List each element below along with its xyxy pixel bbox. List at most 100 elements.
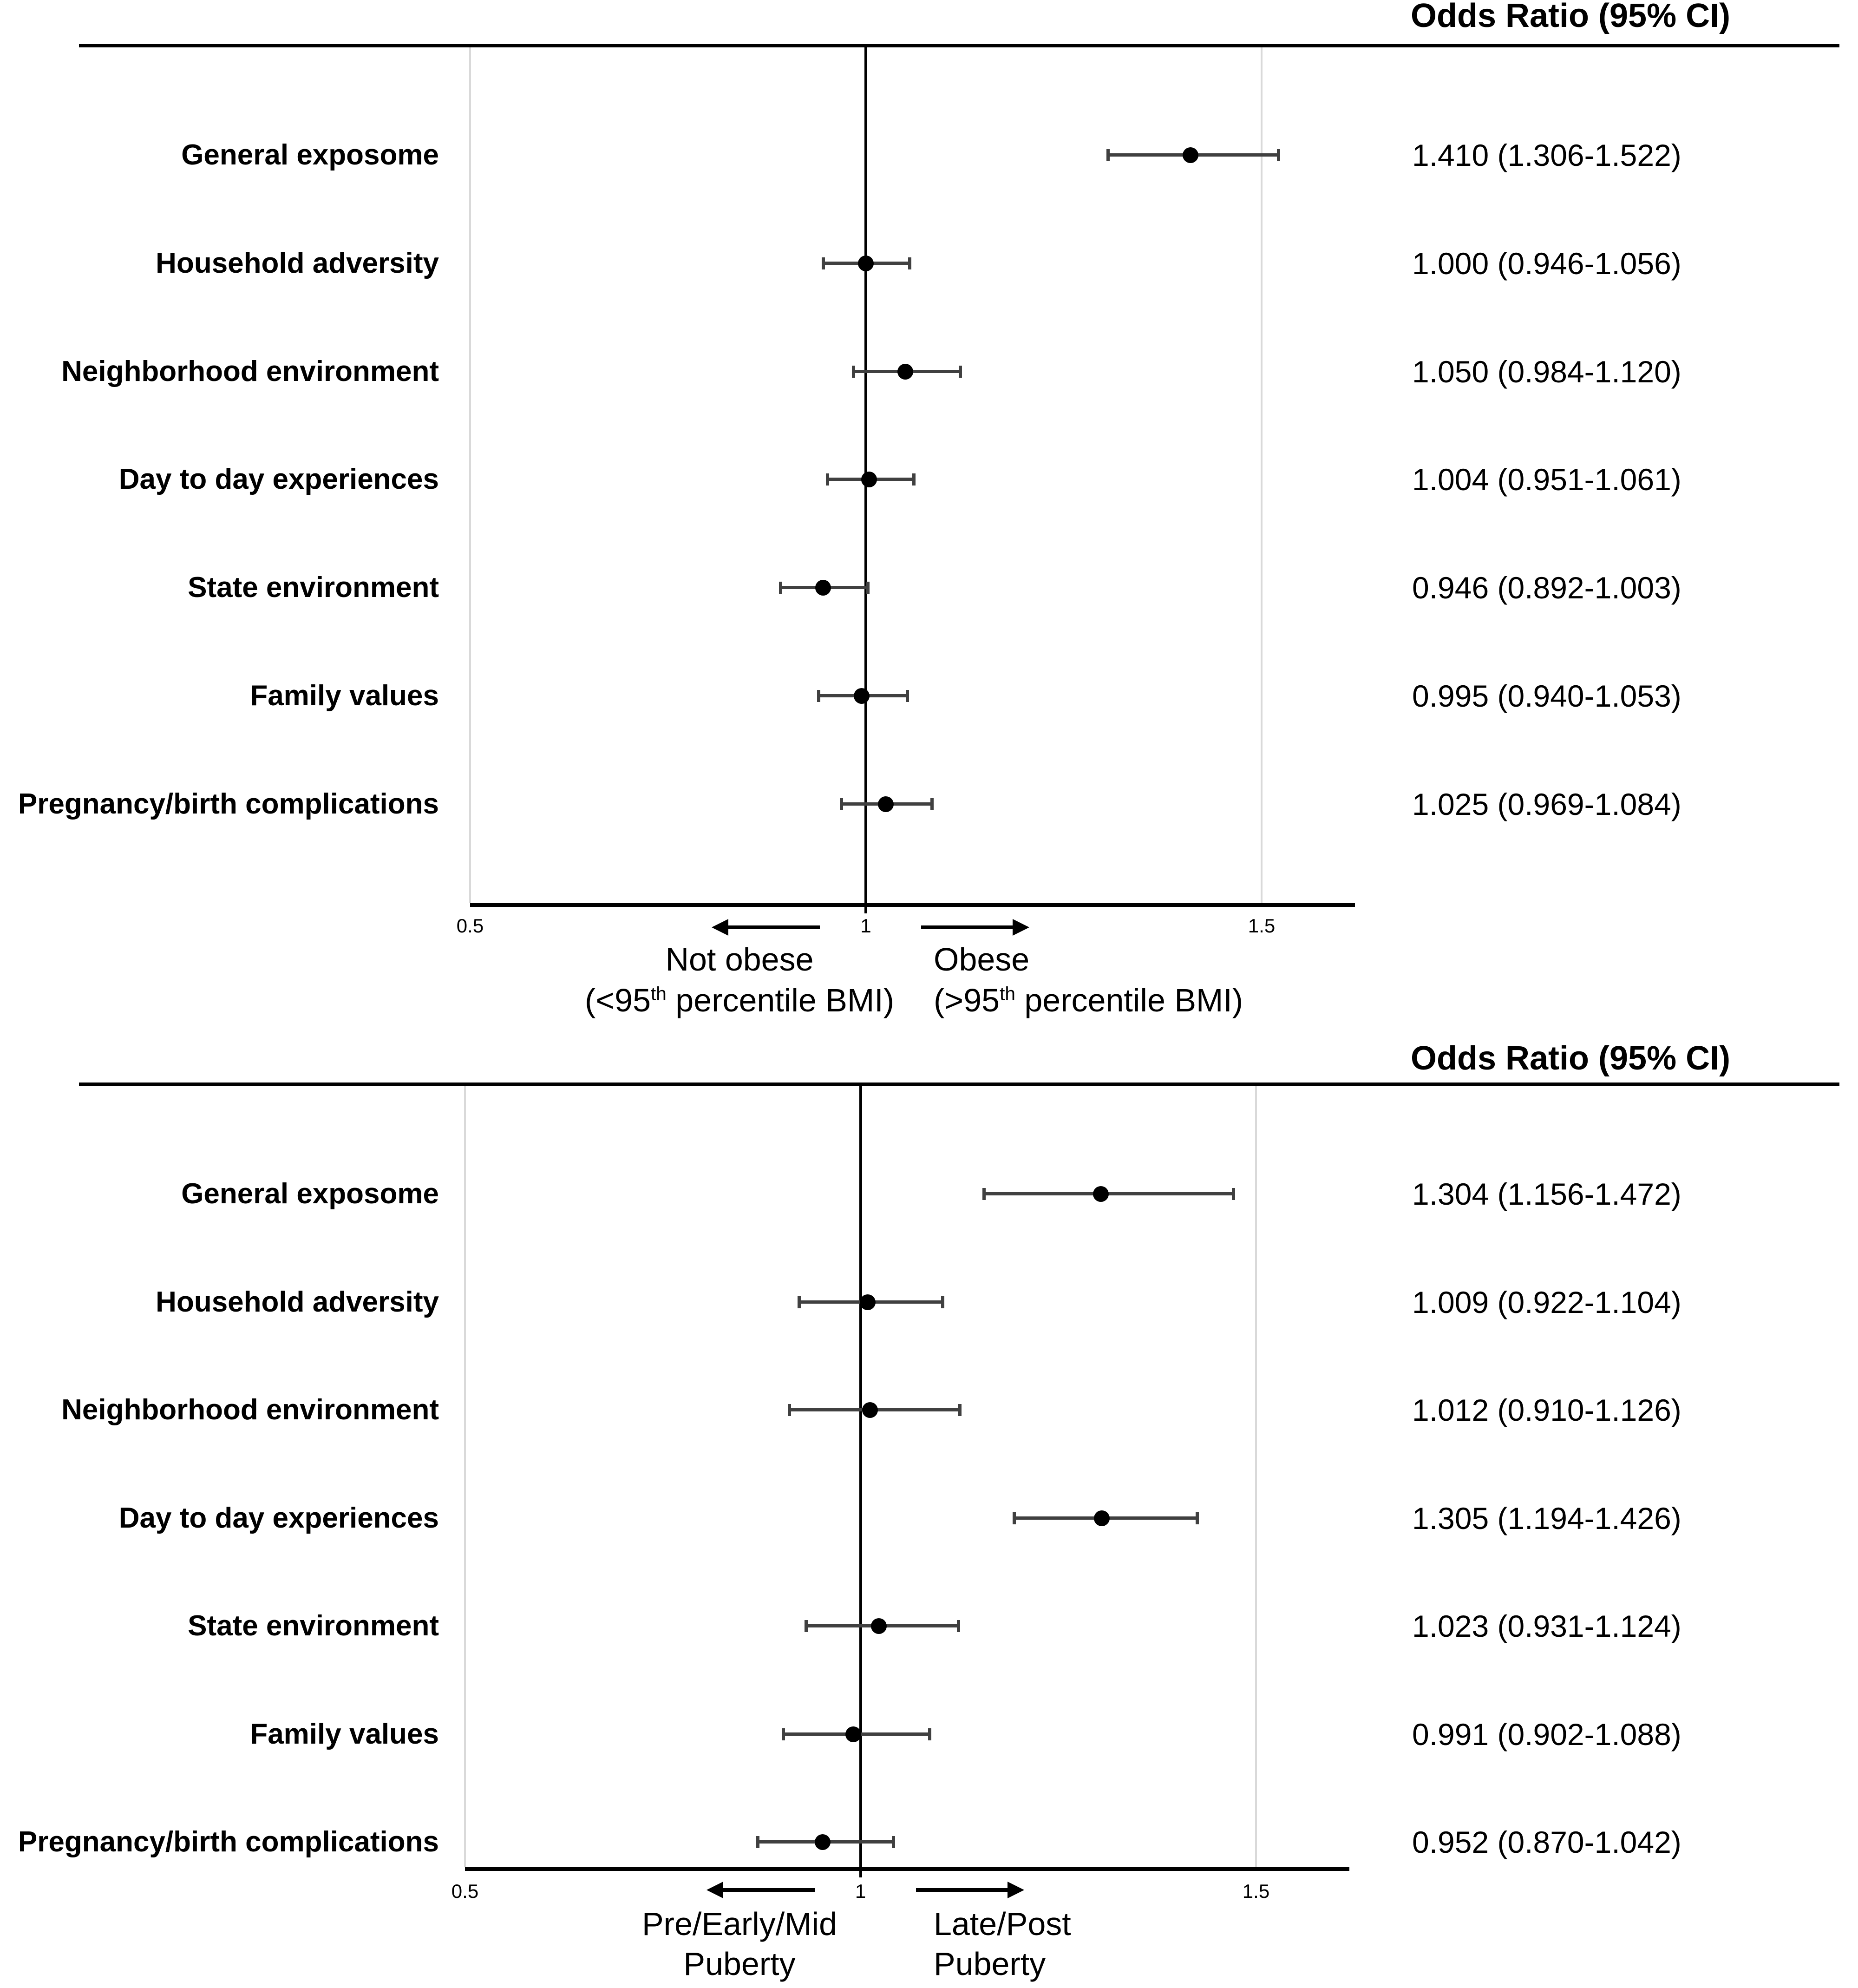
direction-label-text: percentile BMI) [666, 982, 895, 1018]
left-arrow-icon [727, 925, 820, 929]
right-arrow-head-icon [1007, 1882, 1024, 1898]
x-tick-label: 1.5 [1242, 1880, 1270, 1902]
row-label: Household adversity [156, 1286, 439, 1318]
header-rule [79, 1083, 1839, 1086]
direction-label-right-line1: Late/Post [934, 1904, 1071, 1944]
header-rule [79, 44, 1839, 47]
reference-line [859, 1086, 862, 1877]
forest-marker [1182, 147, 1198, 163]
row-label: Household adversity [156, 247, 439, 279]
or-value: 1.305 (1.194-1.426) [1412, 1501, 1681, 1535]
x-tick-label: 1.5 [1248, 915, 1276, 937]
forest-marker [814, 1834, 831, 1850]
ci-cap-low [851, 365, 855, 378]
direction-label-left-line1: Pre/Early/Mid [414, 1904, 1065, 1944]
or-value: 0.995 (0.940-1.053) [1412, 679, 1681, 714]
or-value: 1.009 (0.922-1.104) [1412, 1285, 1681, 1319]
ci-cap-high [1195, 1512, 1199, 1524]
ci-cap-high [930, 798, 934, 810]
row-label: Family values [250, 1718, 439, 1750]
ci-cap-high [906, 690, 909, 702]
ci-cap-high [928, 1728, 932, 1740]
or-value: 1.004 (0.951-1.061) [1412, 462, 1681, 497]
ci-cap-low [781, 1728, 785, 1740]
direction-label-left-line2: (<95 th percentile BMI) [414, 980, 1065, 1020]
ci-cap-low [982, 1188, 986, 1200]
or-value: 1.050 (0.984-1.120) [1412, 354, 1681, 389]
row-label: State environment [188, 1610, 439, 1642]
ci-cap-high [959, 365, 962, 378]
ci-cap-low [756, 1836, 760, 1848]
forest-marker [1093, 1186, 1109, 1202]
x-tick-label: 1 [860, 915, 871, 937]
gridline-0.5 [464, 1086, 466, 1867]
direction-label-text: Obese [934, 941, 1030, 978]
x-axis-line [465, 1867, 1349, 1871]
forest-marker [877, 796, 894, 812]
ci-cap-high [1277, 149, 1281, 161]
or-value: 1.410 (1.306-1.522) [1412, 138, 1681, 172]
row-label: Pregnancy/birth complications [18, 1826, 439, 1858]
forest-marker [845, 1726, 862, 1742]
row-label: Family values [250, 680, 439, 712]
ci-cap-low [804, 1620, 808, 1632]
or-value: 1.304 (1.156-1.472) [1412, 1177, 1681, 1211]
direction-label-left-line1: Not obese [414, 939, 1065, 979]
ci-cap-low [788, 1404, 792, 1416]
row-label: General exposome [181, 1178, 439, 1210]
right-arrow-icon [916, 1888, 1008, 1892]
ci-cap-low [825, 473, 829, 486]
direction-label-text: Not obese [665, 941, 814, 978]
ci-cap-low [779, 582, 782, 594]
left-arrow-head-icon [706, 1882, 723, 1898]
direction-label-text: Pre/Early/Mid [641, 1906, 837, 1942]
x-tick-label: 0.5 [456, 915, 484, 937]
ci-cap-high [956, 1620, 960, 1632]
forest-marker [1093, 1510, 1110, 1526]
or-value: 1.012 (0.910-1.126) [1412, 1393, 1681, 1427]
forest-marker [815, 580, 831, 596]
ci-cap-low [1012, 1512, 1016, 1524]
forest-marker [854, 688, 870, 704]
direction-label-text: (>95 [934, 982, 1000, 1018]
or-value: 0.952 (0.870-1.042) [1412, 1825, 1681, 1859]
gridline-0.5 [469, 47, 471, 903]
ci-cap-low [821, 257, 825, 269]
direction-label-left-line2: Puberty [414, 1944, 1065, 1984]
or-value: 1.025 (0.969-1.084) [1412, 787, 1681, 821]
direction-label-right-line1: Obese [934, 939, 1029, 979]
or-value: 0.946 (0.892-1.003) [1412, 571, 1681, 605]
ci-cap-low [1106, 149, 1110, 161]
ci-cap-low [840, 798, 844, 810]
forest-marker [859, 1294, 876, 1310]
direction-label-text: (<95 [584, 982, 651, 1018]
or-value: 1.000 (0.946-1.056) [1412, 246, 1681, 281]
row-label: State environment [188, 571, 439, 604]
forest-marker [897, 363, 914, 380]
x-axis-line [470, 903, 1355, 907]
row-label: General exposome [181, 139, 439, 171]
ci-cap-high [892, 1836, 896, 1848]
direction-label-right-line2: (>95th percentile BMI) [934, 980, 1243, 1020]
panel-header: Odds Ratio (95% CI) [1411, 1040, 1731, 1077]
gridline-1.5 [1255, 1086, 1257, 1867]
or-value: 1.023 (0.931-1.124) [1412, 1609, 1681, 1643]
direction-label-text: Late/Post [934, 1906, 1071, 1942]
direction-label-text: percentile BMI) [1015, 982, 1243, 1018]
ci-cap-high [1232, 1188, 1236, 1200]
row-label: Day to day experiences [118, 1502, 439, 1534]
row-label: Day to day experiences [118, 463, 439, 496]
right-arrow-icon [921, 925, 1014, 929]
ci-cap-high [912, 473, 916, 486]
left-arrow-head-icon [712, 919, 728, 936]
superscript-text: th [1000, 983, 1015, 1004]
forest-marker [858, 255, 874, 271]
gridline-1.5 [1261, 47, 1263, 903]
ci-cap-low [817, 690, 820, 702]
ci-cap-high [866, 582, 870, 594]
right-arrow-head-icon [1013, 919, 1029, 936]
ci-whisker [984, 1192, 1234, 1195]
ci-cap-high [958, 1404, 962, 1416]
x-tick-label: 1 [855, 1880, 866, 1902]
ci-cap-high [908, 257, 912, 269]
